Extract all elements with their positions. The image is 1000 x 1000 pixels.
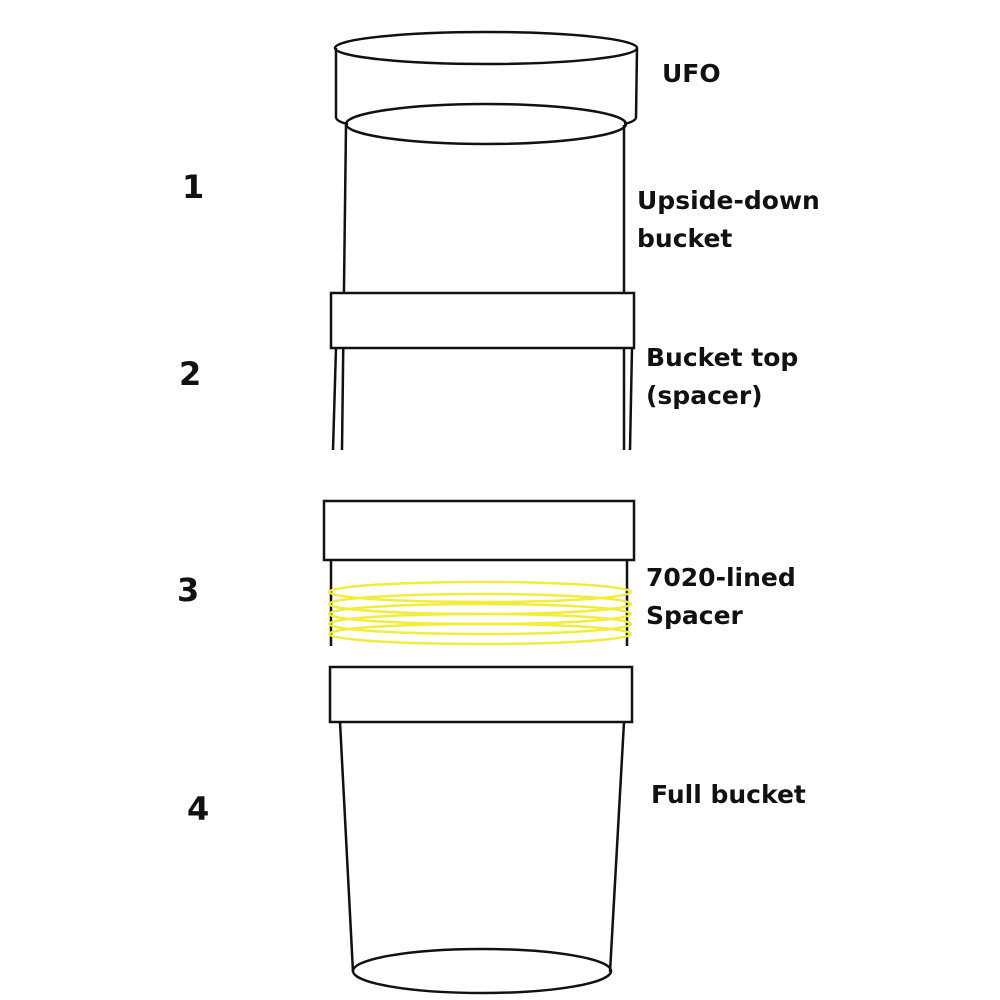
ufo-label: UFO <box>662 59 721 88</box>
section-number-1: 1 <box>182 168 205 206</box>
ufo-bottom-rim-right <box>623 117 638 126</box>
upside-down-bucket-base-ellipse <box>344 102 628 146</box>
full-bucket-base-ellipse <box>351 947 613 995</box>
liner-rings <box>327 580 633 646</box>
liner-ring <box>327 580 633 604</box>
ufo-top-ellipse <box>333 30 639 66</box>
spacer-lower-right-wall <box>628 347 634 451</box>
ufo-right-side <box>634 47 639 119</box>
liner-ring <box>327 612 633 636</box>
full-bucket-rim-band <box>328 665 634 724</box>
liner-ring <box>327 622 633 646</box>
lined-spacer-label-line2: Spacer <box>646 601 743 630</box>
section-number-3: 3 <box>177 571 200 609</box>
section-number-4: 4 <box>187 790 210 828</box>
bucket-top-spacer <box>329 291 636 451</box>
full-bucket-right-wall <box>608 721 626 973</box>
upside-down-bucket-label-line1: Upside-down <box>637 186 820 215</box>
lined-spacer-label-line1: 7020-lined <box>646 563 796 592</box>
bucket-top-spacer-band <box>329 291 636 350</box>
full-bucket-left-wall <box>338 721 355 973</box>
bucket-top-label-line2: (spacer) <box>646 381 763 410</box>
lined-spacer-top-band <box>322 499 636 562</box>
spacer-lower-left-wall <box>331 347 338 451</box>
upside-down-bucket <box>340 102 628 451</box>
upside-down-bucket-left-wall <box>340 124 348 451</box>
full-bucket-label: Full bucket <box>651 780 806 809</box>
full-bucket <box>328 665 634 995</box>
ufo-bottom-rim-left <box>334 117 349 126</box>
lined-spacer <box>322 499 636 646</box>
section-number-2: 2 <box>179 355 202 393</box>
upside-down-bucket-label-line2: bucket <box>637 224 733 253</box>
ufo-shape <box>333 30 639 126</box>
bucket-top-label-line1: Bucket top <box>646 343 799 372</box>
